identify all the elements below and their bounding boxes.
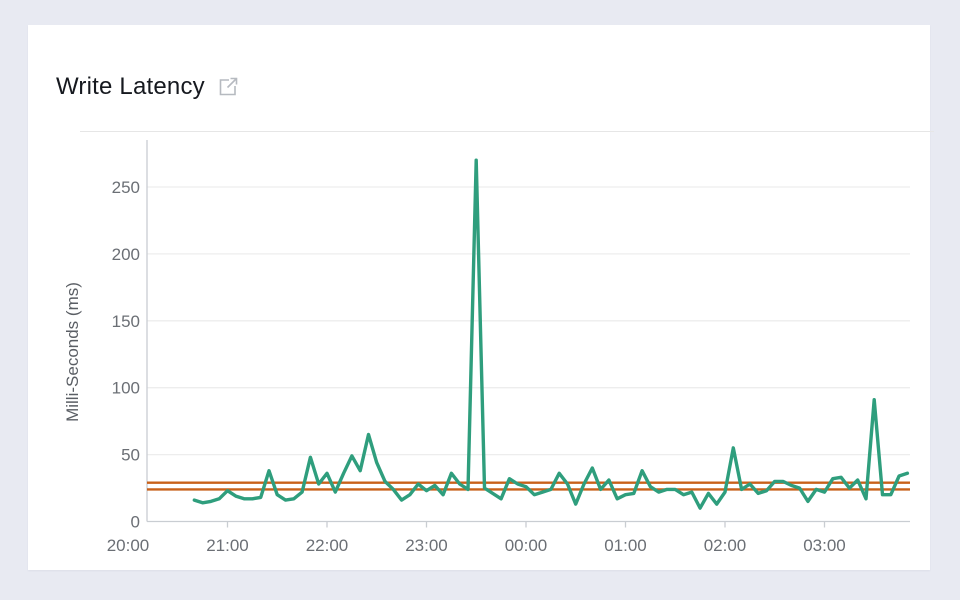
y-tick-label-0: 0 xyxy=(131,513,140,532)
x-tick-label-00:00: 00:00 xyxy=(505,536,548,555)
card-header: Write Latency xyxy=(56,73,936,101)
y-axis-title: Milli-Seconds (ms) xyxy=(63,282,82,422)
y-tick-label-200: 200 xyxy=(112,245,140,264)
x-tick-label-23:00: 23:00 xyxy=(405,536,448,555)
x-tick-label-02:00: 02:00 xyxy=(704,536,747,555)
header-divider xyxy=(80,131,934,132)
x-tick-label-20:00: 20:00 xyxy=(107,536,150,555)
x-tick-label-01:00: 01:00 xyxy=(604,536,647,555)
y-tick-label-50: 50 xyxy=(121,446,140,465)
x-tick-label-21:00: 21:00 xyxy=(206,536,249,555)
y-tick-label-100: 100 xyxy=(112,379,140,398)
y-tick-label-150: 150 xyxy=(112,312,140,331)
x-tick-label-22:00: 22:00 xyxy=(306,536,349,555)
y-tick-label-250: 250 xyxy=(112,178,140,197)
x-tick-label-03:00: 03:00 xyxy=(803,536,846,555)
page-title: Write Latency xyxy=(56,73,205,100)
line-series-write-latency-ms[interactable] xyxy=(192,158,910,510)
external-link-icon[interactable] xyxy=(217,76,239,98)
